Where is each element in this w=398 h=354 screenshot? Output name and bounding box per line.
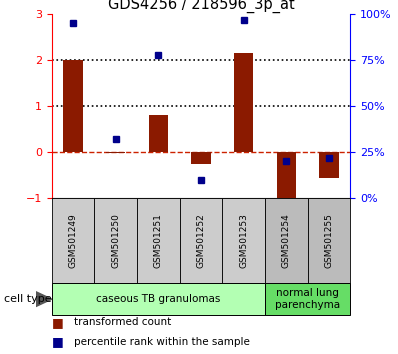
Text: percentile rank within the sample: percentile rank within the sample: [74, 337, 250, 347]
Bar: [52, 283, 265, 315]
Text: ■: ■: [52, 316, 64, 329]
Bar: [149, 115, 168, 152]
Bar: [277, 152, 296, 198]
Bar: [52, 198, 94, 283]
Bar: [222, 198, 265, 283]
Bar: [137, 198, 179, 283]
Bar: [63, 60, 83, 152]
Text: GSM501255: GSM501255: [324, 213, 334, 268]
Bar: [94, 198, 137, 283]
Text: caseous TB granulomas: caseous TB granulomas: [96, 294, 220, 304]
Bar: [234, 53, 253, 152]
Polygon shape: [36, 292, 52, 307]
Bar: [179, 198, 222, 283]
Bar: [265, 283, 350, 315]
Text: GSM501253: GSM501253: [239, 213, 248, 268]
Text: GSM501249: GSM501249: [68, 213, 78, 268]
Text: transformed count: transformed count: [74, 317, 171, 327]
Bar: [308, 198, 350, 283]
Bar: [191, 152, 211, 164]
Bar: [319, 152, 339, 178]
Bar: [265, 198, 308, 283]
Text: GSM501254: GSM501254: [282, 213, 291, 268]
Text: normal lung
parenchyma: normal lung parenchyma: [275, 288, 340, 310]
Bar: [106, 152, 125, 153]
Text: cell type: cell type: [4, 294, 52, 304]
Text: ■: ■: [52, 335, 64, 348]
Text: GSM501251: GSM501251: [154, 213, 163, 268]
Text: GSM501252: GSM501252: [197, 213, 205, 268]
Title: GDS4256 / 218596_3p_at: GDS4256 / 218596_3p_at: [107, 0, 295, 13]
Text: GSM501250: GSM501250: [111, 213, 120, 268]
